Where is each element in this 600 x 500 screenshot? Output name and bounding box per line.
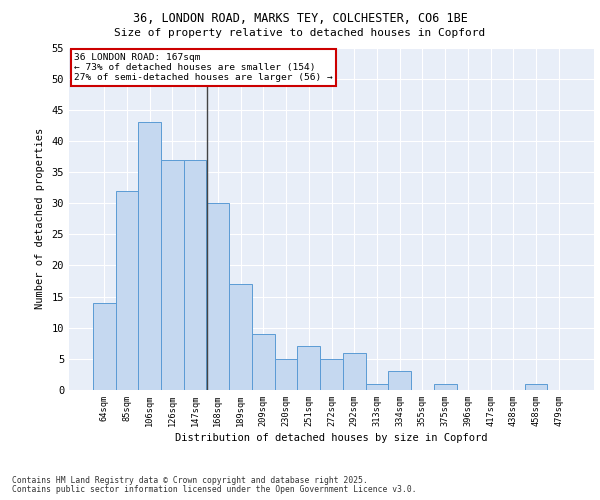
- Bar: [93, 303, 116, 390]
- X-axis label: Distribution of detached houses by size in Copford: Distribution of detached houses by size …: [175, 434, 488, 444]
- Bar: [116, 190, 139, 390]
- Y-axis label: Number of detached properties: Number of detached properties: [35, 128, 44, 310]
- Text: 36 LONDON ROAD: 167sqm
← 73% of detached houses are smaller (154)
27% of semi-de: 36 LONDON ROAD: 167sqm ← 73% of detached…: [74, 52, 333, 82]
- Bar: [184, 160, 206, 390]
- Text: Size of property relative to detached houses in Copford: Size of property relative to detached ho…: [115, 28, 485, 38]
- Bar: [365, 384, 388, 390]
- Bar: [139, 122, 161, 390]
- Bar: [161, 160, 184, 390]
- Bar: [434, 384, 457, 390]
- Bar: [298, 346, 320, 390]
- Bar: [252, 334, 275, 390]
- Bar: [343, 352, 365, 390]
- Text: Contains public sector information licensed under the Open Government Licence v3: Contains public sector information licen…: [12, 485, 416, 494]
- Bar: [206, 203, 229, 390]
- Bar: [524, 384, 547, 390]
- Bar: [388, 372, 411, 390]
- Bar: [320, 359, 343, 390]
- Text: Contains HM Land Registry data © Crown copyright and database right 2025.: Contains HM Land Registry data © Crown c…: [12, 476, 368, 485]
- Text: 36, LONDON ROAD, MARKS TEY, COLCHESTER, CO6 1BE: 36, LONDON ROAD, MARKS TEY, COLCHESTER, …: [133, 12, 467, 26]
- Bar: [275, 359, 298, 390]
- Bar: [229, 284, 252, 390]
